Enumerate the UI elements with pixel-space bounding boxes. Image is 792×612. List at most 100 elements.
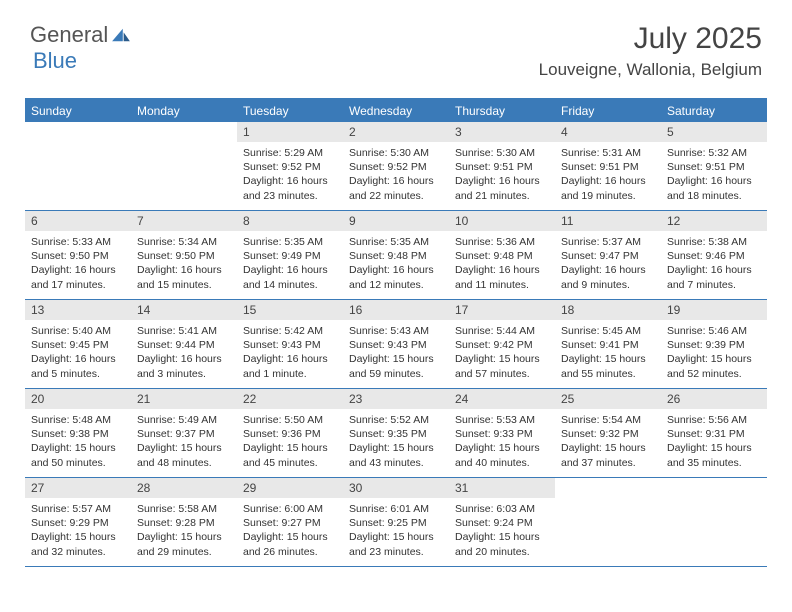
sunset-text: Sunset: 9:33 PM bbox=[455, 427, 549, 441]
day-number: 7 bbox=[131, 211, 237, 231]
day-number: 22 bbox=[237, 389, 343, 409]
sunset-text: Sunset: 9:38 PM bbox=[31, 427, 125, 441]
day-number: 17 bbox=[449, 300, 555, 320]
daylight-text: Daylight: 15 hours and 32 minutes. bbox=[31, 530, 125, 558]
daylight-text: Daylight: 16 hours and 12 minutes. bbox=[349, 263, 443, 291]
calendar-cell: 26Sunrise: 5:56 AMSunset: 9:31 PMDayligh… bbox=[661, 389, 767, 477]
sunrise-text: Sunrise: 5:32 AM bbox=[667, 146, 761, 160]
day-number: 3 bbox=[449, 122, 555, 142]
day-details: Sunrise: 5:36 AMSunset: 9:48 PMDaylight:… bbox=[449, 231, 555, 298]
sunrise-text: Sunrise: 6:01 AM bbox=[349, 502, 443, 516]
daylight-text: Daylight: 15 hours and 23 minutes. bbox=[349, 530, 443, 558]
day-number: 1 bbox=[237, 122, 343, 142]
day-details: Sunrise: 5:35 AMSunset: 9:48 PMDaylight:… bbox=[343, 231, 449, 298]
sunset-text: Sunset: 9:44 PM bbox=[137, 338, 231, 352]
daylight-text: Daylight: 16 hours and 9 minutes. bbox=[561, 263, 655, 291]
sunset-text: Sunset: 9:51 PM bbox=[561, 160, 655, 174]
day-number: 21 bbox=[131, 389, 237, 409]
day-details: Sunrise: 5:41 AMSunset: 9:44 PMDaylight:… bbox=[131, 320, 237, 387]
day-details: Sunrise: 5:53 AMSunset: 9:33 PMDaylight:… bbox=[449, 409, 555, 476]
day-details: Sunrise: 5:57 AMSunset: 9:29 PMDaylight:… bbox=[25, 498, 131, 565]
sunrise-text: Sunrise: 5:50 AM bbox=[243, 413, 337, 427]
day-details: Sunrise: 5:52 AMSunset: 9:35 PMDaylight:… bbox=[343, 409, 449, 476]
sunrise-text: Sunrise: 5:56 AM bbox=[667, 413, 761, 427]
calendar-week: 1Sunrise: 5:29 AMSunset: 9:52 PMDaylight… bbox=[25, 122, 767, 211]
empty-day bbox=[131, 122, 237, 142]
sunrise-text: Sunrise: 5:57 AM bbox=[31, 502, 125, 516]
day-number: 13 bbox=[25, 300, 131, 320]
day-details: Sunrise: 5:33 AMSunset: 9:50 PMDaylight:… bbox=[25, 231, 131, 298]
empty-day bbox=[555, 478, 661, 498]
day-details: Sunrise: 5:45 AMSunset: 9:41 PMDaylight:… bbox=[555, 320, 661, 387]
day-of-week-header: Tuesday bbox=[237, 100, 343, 122]
day-number: 10 bbox=[449, 211, 555, 231]
daylight-text: Daylight: 16 hours and 23 minutes. bbox=[243, 174, 337, 202]
calendar-cell: 20Sunrise: 5:48 AMSunset: 9:38 PMDayligh… bbox=[25, 389, 131, 477]
day-details: Sunrise: 5:37 AMSunset: 9:47 PMDaylight:… bbox=[555, 231, 661, 298]
day-number: 27 bbox=[25, 478, 131, 498]
calendar-cell bbox=[661, 478, 767, 566]
sunrise-text: Sunrise: 5:37 AM bbox=[561, 235, 655, 249]
sunrise-text: Sunrise: 5:34 AM bbox=[137, 235, 231, 249]
daylight-text: Daylight: 16 hours and 7 minutes. bbox=[667, 263, 761, 291]
daylight-text: Daylight: 16 hours and 1 minute. bbox=[243, 352, 337, 380]
sunrise-text: Sunrise: 5:45 AM bbox=[561, 324, 655, 338]
calendar-cell: 18Sunrise: 5:45 AMSunset: 9:41 PMDayligh… bbox=[555, 300, 661, 388]
daylight-text: Daylight: 15 hours and 29 minutes. bbox=[137, 530, 231, 558]
day-number: 31 bbox=[449, 478, 555, 498]
daylight-text: Daylight: 15 hours and 57 minutes. bbox=[455, 352, 549, 380]
calendar-cell: 31Sunrise: 6:03 AMSunset: 9:24 PMDayligh… bbox=[449, 478, 555, 566]
calendar-cell: 30Sunrise: 6:01 AMSunset: 9:25 PMDayligh… bbox=[343, 478, 449, 566]
day-number: 15 bbox=[237, 300, 343, 320]
day-details: Sunrise: 5:40 AMSunset: 9:45 PMDaylight:… bbox=[25, 320, 131, 387]
day-number: 12 bbox=[661, 211, 767, 231]
sunset-text: Sunset: 9:52 PM bbox=[243, 160, 337, 174]
day-details: Sunrise: 5:43 AMSunset: 9:43 PMDaylight:… bbox=[343, 320, 449, 387]
calendar-cell: 15Sunrise: 5:42 AMSunset: 9:43 PMDayligh… bbox=[237, 300, 343, 388]
calendar-cell: 16Sunrise: 5:43 AMSunset: 9:43 PMDayligh… bbox=[343, 300, 449, 388]
calendar-cell: 10Sunrise: 5:36 AMSunset: 9:48 PMDayligh… bbox=[449, 211, 555, 299]
day-of-week-row: SundayMondayTuesdayWednesdayThursdayFrid… bbox=[25, 100, 767, 122]
day-details: Sunrise: 5:44 AMSunset: 9:42 PMDaylight:… bbox=[449, 320, 555, 387]
daylight-text: Daylight: 16 hours and 11 minutes. bbox=[455, 263, 549, 291]
day-number: 4 bbox=[555, 122, 661, 142]
sunset-text: Sunset: 9:37 PM bbox=[137, 427, 231, 441]
sunrise-text: Sunrise: 5:33 AM bbox=[31, 235, 125, 249]
calendar-week: 13Sunrise: 5:40 AMSunset: 9:45 PMDayligh… bbox=[25, 300, 767, 389]
day-details: Sunrise: 5:34 AMSunset: 9:50 PMDaylight:… bbox=[131, 231, 237, 298]
day-details: Sunrise: 5:30 AMSunset: 9:51 PMDaylight:… bbox=[449, 142, 555, 209]
day-details: Sunrise: 5:35 AMSunset: 9:49 PMDaylight:… bbox=[237, 231, 343, 298]
calendar-week: 20Sunrise: 5:48 AMSunset: 9:38 PMDayligh… bbox=[25, 389, 767, 478]
day-number: 16 bbox=[343, 300, 449, 320]
sunset-text: Sunset: 9:52 PM bbox=[349, 160, 443, 174]
sunset-text: Sunset: 9:41 PM bbox=[561, 338, 655, 352]
sunset-text: Sunset: 9:51 PM bbox=[667, 160, 761, 174]
sunrise-text: Sunrise: 5:44 AM bbox=[455, 324, 549, 338]
calendar-cell: 21Sunrise: 5:49 AMSunset: 9:37 PMDayligh… bbox=[131, 389, 237, 477]
day-details: Sunrise: 5:48 AMSunset: 9:38 PMDaylight:… bbox=[25, 409, 131, 476]
sunrise-text: Sunrise: 5:52 AM bbox=[349, 413, 443, 427]
daylight-text: Daylight: 16 hours and 5 minutes. bbox=[31, 352, 125, 380]
title-block: July 2025 Louveigne, Wallonia, Belgium bbox=[539, 22, 762, 80]
daylight-text: Daylight: 15 hours and 43 minutes. bbox=[349, 441, 443, 469]
sunset-text: Sunset: 9:24 PM bbox=[455, 516, 549, 530]
sunrise-text: Sunrise: 5:30 AM bbox=[455, 146, 549, 160]
empty-day bbox=[25, 122, 131, 142]
sunrise-text: Sunrise: 5:35 AM bbox=[349, 235, 443, 249]
logo-word-2-wrap: Blue bbox=[33, 48, 77, 74]
sunset-text: Sunset: 9:42 PM bbox=[455, 338, 549, 352]
day-details: Sunrise: 5:30 AMSunset: 9:52 PMDaylight:… bbox=[343, 142, 449, 209]
sunrise-text: Sunrise: 5:38 AM bbox=[667, 235, 761, 249]
day-number: 28 bbox=[131, 478, 237, 498]
sunrise-text: Sunrise: 5:30 AM bbox=[349, 146, 443, 160]
sunset-text: Sunset: 9:46 PM bbox=[667, 249, 761, 263]
daylight-text: Daylight: 16 hours and 3 minutes. bbox=[137, 352, 231, 380]
daylight-text: Daylight: 15 hours and 50 minutes. bbox=[31, 441, 125, 469]
calendar-week: 6Sunrise: 5:33 AMSunset: 9:50 PMDaylight… bbox=[25, 211, 767, 300]
day-number: 30 bbox=[343, 478, 449, 498]
sunset-text: Sunset: 9:51 PM bbox=[455, 160, 549, 174]
day-of-week-header: Thursday bbox=[449, 100, 555, 122]
month-title: July 2025 bbox=[539, 22, 762, 56]
daylight-text: Daylight: 15 hours and 20 minutes. bbox=[455, 530, 549, 558]
daylight-text: Daylight: 15 hours and 52 minutes. bbox=[667, 352, 761, 380]
